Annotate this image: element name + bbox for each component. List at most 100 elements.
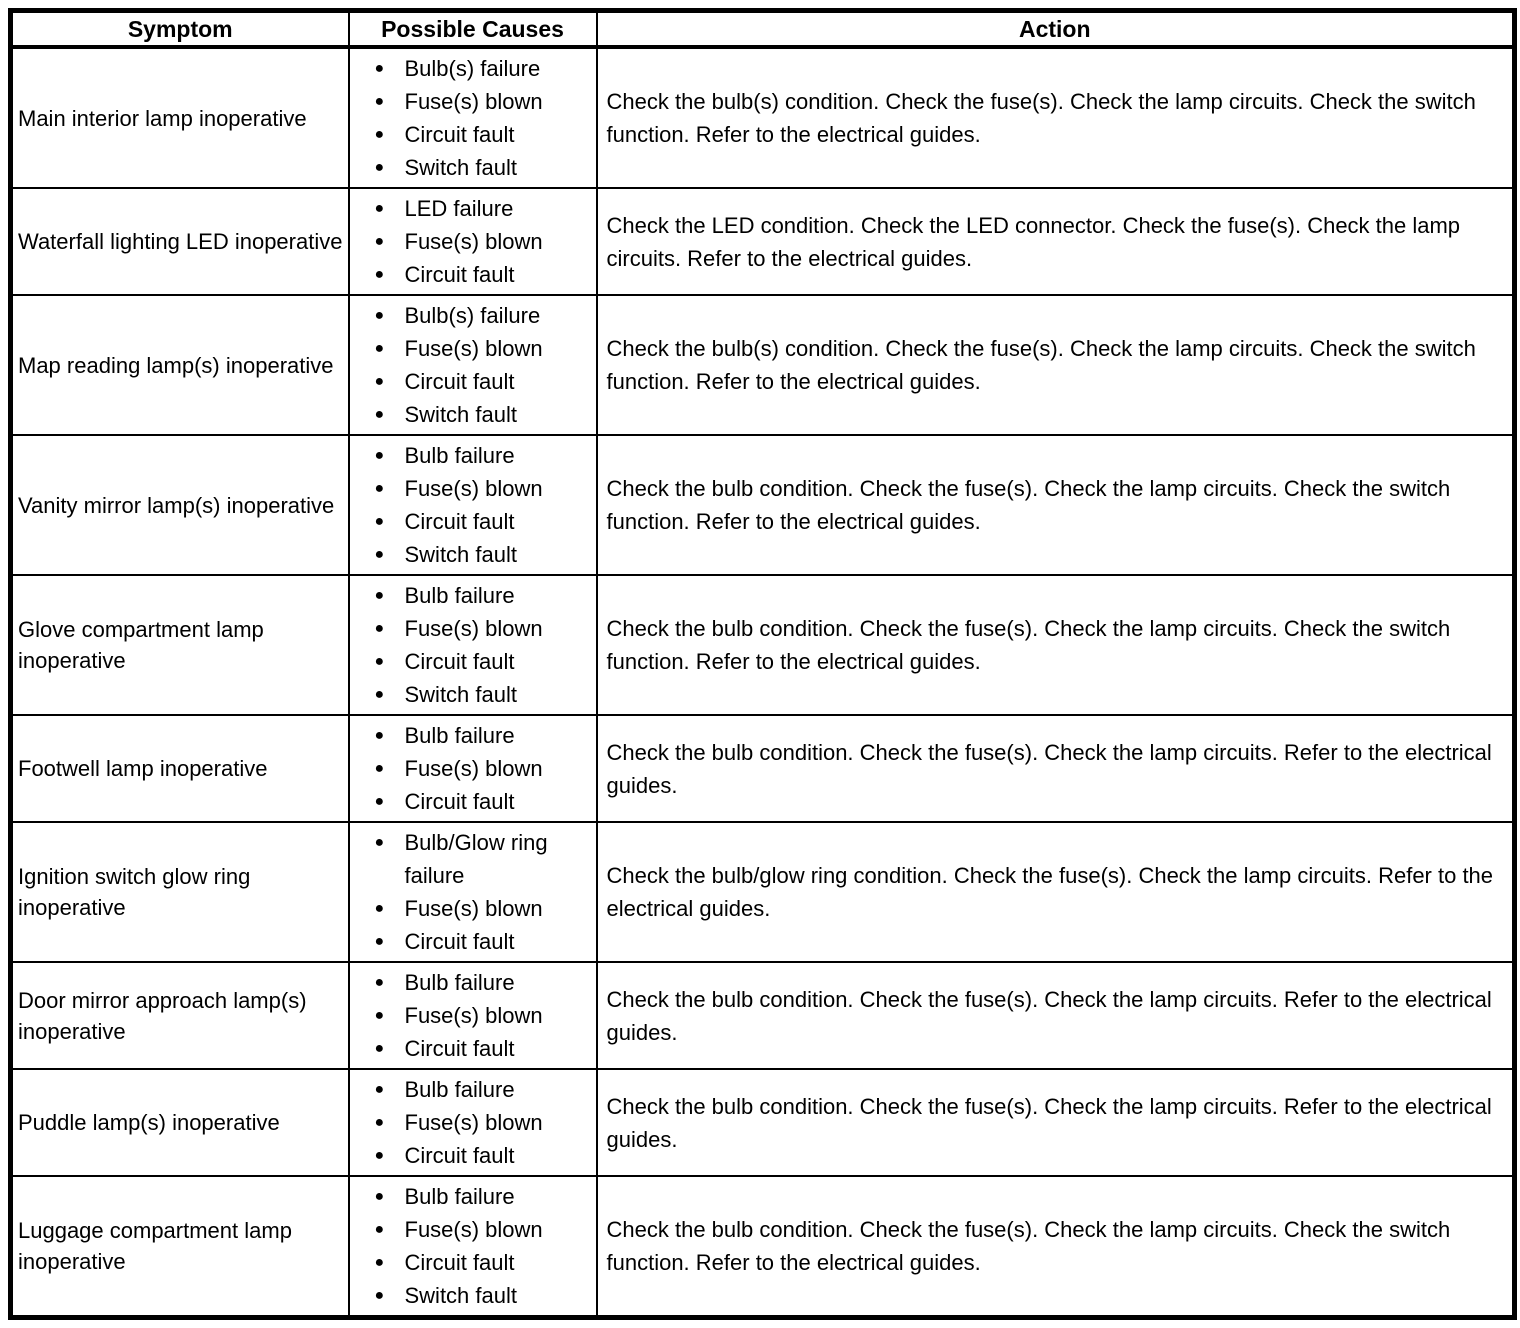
- cause-label: Bulb failure: [404, 970, 515, 995]
- causes-list: ● Bulb failure ● Fuse(s) blown ● Circuit faul…: [351, 1073, 594, 1172]
- cause-label: Circuit fault: [404, 649, 515, 674]
- bullet-icon: ●: [374, 447, 385, 464]
- cause-item: ● Fuse(s) blown: [375, 85, 594, 118]
- cause-label: Fuse(s) blown: [404, 1217, 543, 1242]
- bullet-icon: ●: [374, 727, 385, 744]
- bullet-icon: ●: [374, 60, 385, 77]
- action-cell: Check the LED condition. Check the LED c…: [595, 187, 1516, 296]
- cause-item: ● Fuse(s) blown: [375, 1213, 594, 1246]
- causes-cell: ● Bulb failure ● Fuse(s) blown ● Circuit faul…: [347, 574, 598, 716]
- bullet-icon: ●: [374, 373, 385, 390]
- causes-list: ● Bulb(s) failure ● Fuse(s) blown ● Circuit f…: [351, 299, 594, 431]
- cause-label: Fuse(s) blown: [404, 476, 543, 501]
- action-cell: Check the bulb condition. Check the fuse…: [595, 961, 1516, 1070]
- cause-item: ● Switch fault: [375, 151, 594, 184]
- symptom-cell: Main interior lamp inoperative: [9, 46, 350, 189]
- bullet-icon: ●: [374, 587, 385, 604]
- cause-label: Fuse(s) blown: [404, 896, 543, 921]
- cause-item: ● LED failure: [375, 192, 594, 225]
- cause-label: Circuit fault: [404, 369, 515, 394]
- cause-label: Fuse(s) blown: [404, 1110, 543, 1135]
- cause-item: ● Fuse(s) blown: [375, 999, 594, 1032]
- cause-item: ● Bulb/Glow ring failure: [375, 826, 594, 892]
- cause-label: Circuit fault: [404, 1143, 515, 1168]
- cause-item: ● Circuit fault: [375, 1139, 594, 1172]
- bullet-icon: ●: [374, 933, 385, 950]
- table-row: Waterfall lighting LED inoperative ● LED …: [9, 187, 1516, 296]
- cause-item: ● Bulb failure: [375, 719, 594, 752]
- cause-label: Circuit fault: [404, 1036, 515, 1061]
- symptom-cell: Vanity mirror lamp(s) inoperative: [9, 434, 350, 576]
- cause-item: ● Fuse(s) blown: [375, 752, 594, 785]
- cause-label: Bulb failure: [404, 1184, 515, 1209]
- symptom-cell: Waterfall lighting LED inoperative: [9, 187, 350, 296]
- bullet-icon: ●: [374, 834, 385, 851]
- bullet-icon: ●: [374, 974, 385, 991]
- symptom-cell: Map reading lamp(s) inoperative: [9, 294, 350, 436]
- causes-cell: ● Bulb(s) failure ● Fuse(s) blown ● Circuit f…: [347, 294, 598, 436]
- bullet-icon: ●: [374, 480, 385, 497]
- bullet-icon: ●: [374, 620, 385, 637]
- action-cell: Check the bulb condition. Check the fuse…: [595, 714, 1516, 823]
- cause-item: ● Circuit fault: [375, 1032, 594, 1065]
- symptom-cell: Glove compartment lamp inoperative: [9, 574, 350, 716]
- cause-item: ● Fuse(s) blown: [375, 612, 594, 645]
- table-row: Map reading lamp(s) inoperative ● Bulb(s)…: [9, 294, 1516, 436]
- cause-label: Bulb(s) failure: [404, 303, 541, 328]
- causes-cell: ● LED failure ● Fuse(s) blown ● Circuit fault: [347, 187, 598, 296]
- cause-item: ● Circuit fault: [375, 365, 594, 398]
- cause-label: Fuse(s) blown: [404, 616, 543, 641]
- cause-label: Fuse(s) blown: [404, 89, 543, 114]
- cause-item: ● Bulb failure: [375, 579, 594, 612]
- cause-label: Fuse(s) blown: [404, 229, 543, 254]
- bullet-icon: ●: [374, 93, 385, 110]
- cause-item: ● Circuit fault: [375, 645, 594, 678]
- bullet-icon: ●: [374, 307, 385, 324]
- cause-label: Circuit fault: [404, 929, 515, 954]
- cause-label: Fuse(s) blown: [404, 1003, 543, 1028]
- causes-cell: ● Bulb failure ● Fuse(s) blown ● Circuit faul…: [347, 1068, 598, 1177]
- cause-item: ● Switch fault: [375, 678, 594, 711]
- bullet-icon: ●: [374, 266, 385, 283]
- bullet-icon: ●: [374, 1007, 385, 1024]
- table-row: Main interior lamp inoperative ● Bulb(s) …: [9, 46, 1516, 189]
- causes-list: ● Bulb failure ● Fuse(s) blown ● Circuit faul…: [351, 579, 594, 711]
- cause-label: Circuit fault: [404, 122, 515, 147]
- cause-item: ● Switch fault: [375, 1279, 594, 1312]
- cause-label: LED failure: [404, 196, 514, 221]
- cause-label: Circuit fault: [404, 509, 515, 534]
- causes-list: ● Bulb(s) failure ● Fuse(s) blown ● Circuit f…: [351, 52, 594, 184]
- bullet-icon: ●: [374, 1040, 385, 1057]
- bullet-icon: ●: [374, 793, 385, 810]
- cause-label: Circuit fault: [404, 1250, 515, 1275]
- causes-cell: ● Bulb failure ● Fuse(s) blown ● Circuit faul…: [347, 961, 598, 1070]
- causes-cell: ● Bulb/Glow ring failure ● Fuse(s) blown ● Ci…: [347, 821, 598, 963]
- bullet-icon: ●: [374, 1147, 385, 1164]
- causes-list: ● Bulb/Glow ring failure ● Fuse(s) blown ● Ci…: [351, 826, 594, 958]
- bullet-icon: ●: [374, 760, 385, 777]
- cause-item: ● Circuit fault: [375, 118, 594, 151]
- causes-list: ● LED failure ● Fuse(s) blown ● Circuit fault: [351, 192, 594, 291]
- symptom-cell: Puddle lamp(s) inoperative: [9, 1068, 350, 1177]
- cause-item: ● Bulb failure: [375, 1073, 594, 1106]
- action-cell: Check the bulb/glow ring condition. Chec…: [595, 821, 1516, 963]
- cause-label: Switch fault: [404, 542, 518, 567]
- bullet-icon: ●: [374, 686, 385, 703]
- causes-cell: ● Bulb failure ● Fuse(s) blown ● Circuit faul…: [347, 1175, 598, 1319]
- bullet-icon: ●: [374, 653, 385, 670]
- bullet-icon: ●: [374, 340, 385, 357]
- cause-item: ● Fuse(s) blown: [375, 1106, 594, 1139]
- column-header-action: Action: [595, 9, 1516, 49]
- cause-label: Switch fault: [404, 155, 518, 180]
- cause-label: Switch fault: [404, 402, 518, 427]
- bullet-icon: ●: [374, 900, 385, 917]
- cause-label: Fuse(s) blown: [404, 336, 543, 361]
- column-header-possible-causes: Possible Causes: [347, 9, 598, 49]
- cause-item: ● Circuit fault: [375, 785, 594, 818]
- cause-item: ● Bulb(s) failure: [375, 52, 594, 85]
- cause-item: ● Fuse(s) blown: [375, 225, 594, 258]
- bullet-icon: ●: [374, 546, 385, 563]
- cause-item: ● Bulb failure: [375, 966, 594, 999]
- cause-item: ● Circuit fault: [375, 505, 594, 538]
